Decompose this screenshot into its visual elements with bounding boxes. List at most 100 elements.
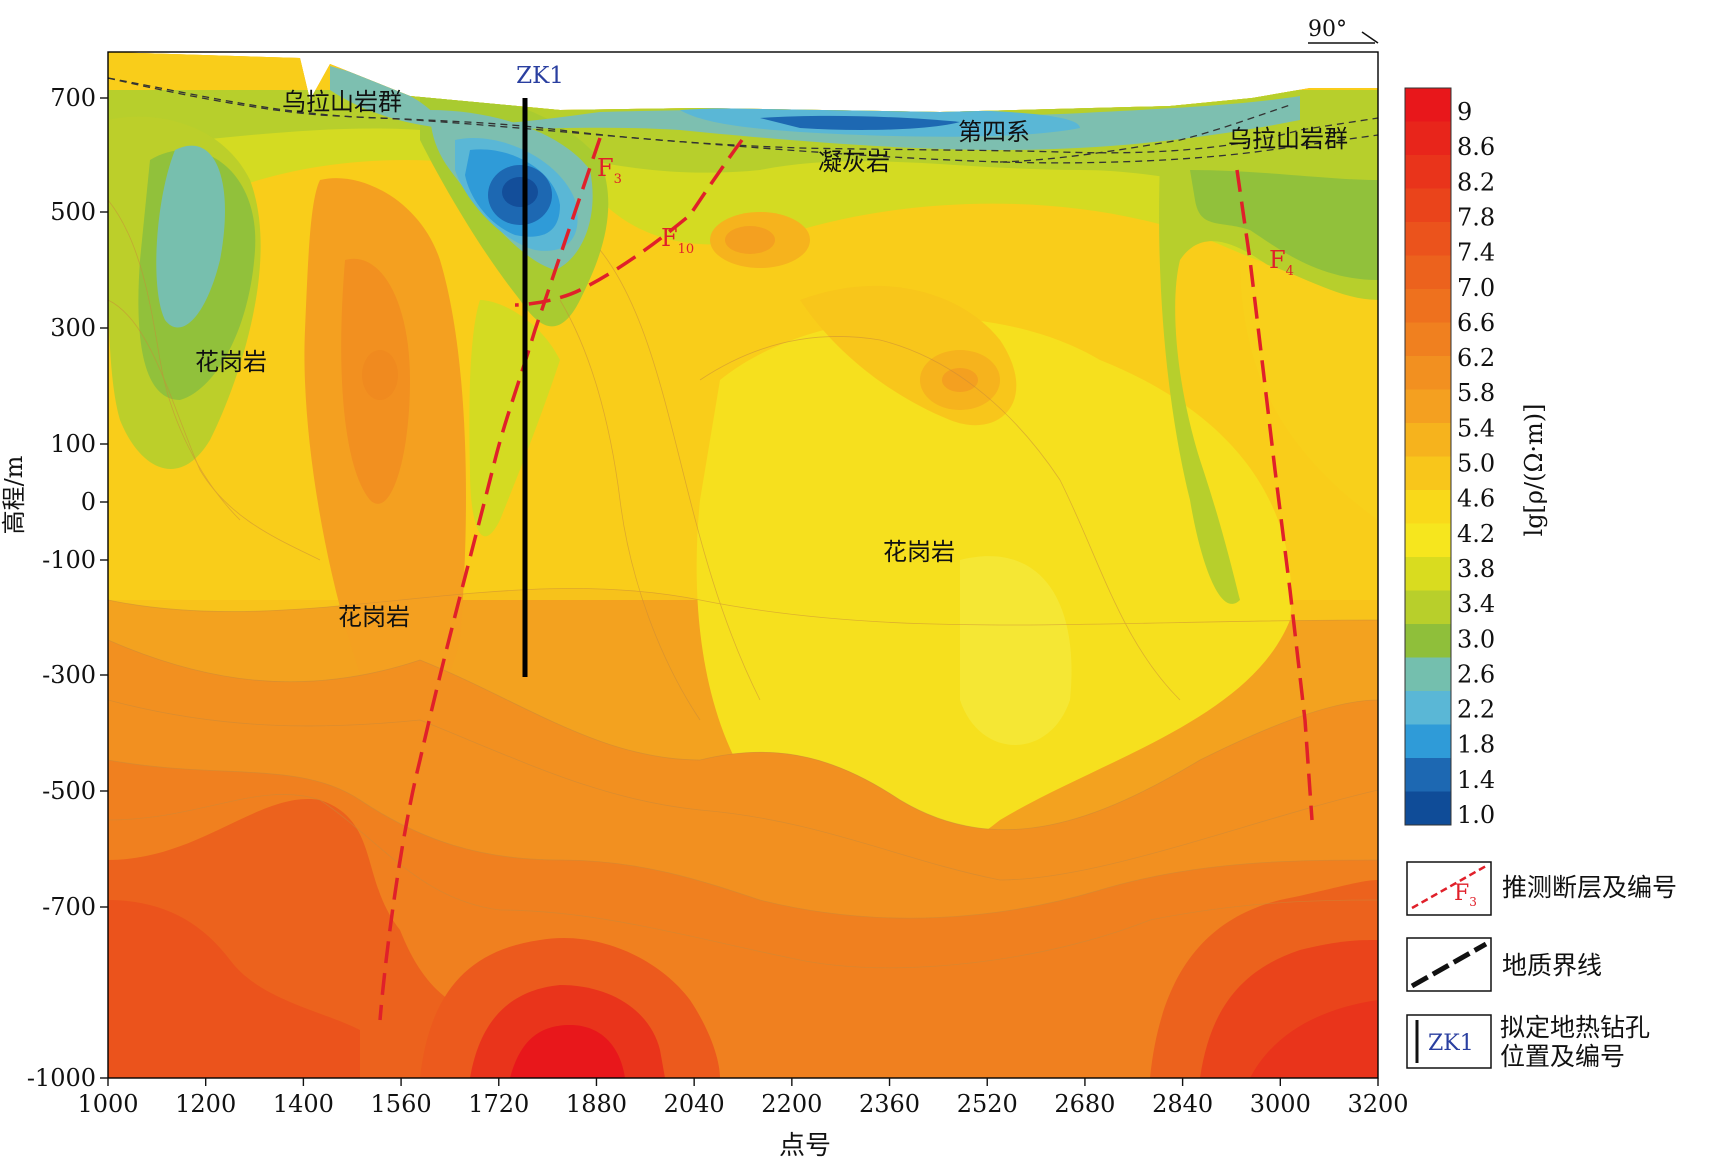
legend-fault-label: 推测断层及编号 [1502,873,1677,902]
formation-tuff: 凝灰岩 [818,148,890,176]
formation-granite-3: 花岗岩 [338,603,410,631]
colorbar-tick-label: 5.4 [1457,414,1495,442]
colorbar-tick-label: 4.6 [1457,485,1495,513]
colorbar-swatch [1405,557,1451,591]
direction-label: 90° [1308,17,1347,42]
colorbar-tick-label: 7.4 [1457,239,1495,267]
colorbar-swatch [1405,222,1451,256]
colorbar-tick-label: 1.8 [1457,731,1495,759]
x-tick-label: 3000 [1250,1090,1311,1118]
y-tick-label: -100 [42,546,96,574]
colorbar-tick-label: 8.6 [1457,133,1495,161]
colorbar-swatch [1405,255,1451,290]
y-tick-label: 700 [50,84,96,112]
x-tick-label: 2360 [859,1090,920,1118]
y-axis: 700 500 300 100 0 -100 -300 -500 -700 -1000 [27,84,108,1092]
y-tick-label: 100 [50,430,96,458]
fault-f4-line [1235,169,1314,821]
colorbar: 9 8.6 8.2 7.8 7.4 7.0 6.6 6.2 5.8 5.4 5.0 4.6 4.2 3.8… [1404,87,1495,829]
colorbar-tick-label: 3.4 [1457,590,1495,618]
colorbar-swatch [1405,188,1451,223]
colorbar-swatch [1405,356,1451,390]
colorbar-swatch [1405,322,1451,357]
colorbar-tick-label: 5.8 [1457,379,1495,407]
colorbar-swatch [1405,724,1451,759]
legend-borehole-swatch [1406,1014,1492,1069]
colorbar-tick-label: 1.0 [1457,801,1495,829]
colorbar-tick-label: 7.8 [1457,203,1495,231]
colorbar-tick-label: 6.6 [1457,309,1495,337]
y-tick-label: -300 [42,661,96,689]
y-tick-label: -700 [42,893,96,921]
colorbar-tick-label: 4.2 [1457,520,1495,548]
formation-granite-2: 花岗岩 [883,538,955,566]
y-tick-label: -1000 [27,1064,96,1092]
fault-f3-line [378,137,602,1021]
legend-borehole-label-2: 位置及编号 [1500,1042,1625,1071]
colorbar-label: lg[ρ/(Ω·m)] [1520,404,1548,537]
colorbar-tick-label: 3.0 [1457,625,1495,653]
legend-fault-swatch [1406,861,1492,916]
colorbar-swatch [1405,289,1451,323]
colorbar-swatch [1405,523,1451,558]
x-tick-label: 1000 [77,1090,138,1118]
colorbar-tick-label: 9 [1457,98,1472,126]
y-tick-label: 300 [50,314,96,342]
resistivity-field [108,52,1378,1078]
colorbar-tick-label: 2.6 [1457,660,1495,688]
plot-frame [107,51,1379,1079]
colorbar-swatch [1405,590,1451,625]
colorbar-swatch [1405,624,1451,658]
legend-borehole-symbol: ZK1 [1428,1031,1474,1056]
borehole-zk1-label: ZK1 [516,63,564,89]
colorbar-swatch [1405,791,1451,826]
colorbar-swatch [1405,657,1451,692]
legend-item-borehole: ZK1 拟定地热钻孔 位置及编号 [1406,1013,1650,1071]
colorbar-swatch [1405,423,1451,457]
formation-granite-1: 花岗岩 [195,348,267,376]
x-tick-label: 1200 [175,1090,236,1118]
y-tick-label: 0 [81,488,96,516]
colorbar-tick-label: 3.8 [1457,555,1495,583]
formation-wulashan-right: 乌拉山岩群 [1228,125,1348,153]
colorbar-swatch [1405,490,1451,524]
colorbar-tick-label: 2.2 [1457,696,1495,724]
colorbar-swatch [1405,121,1451,156]
colorbar-swatch [1405,456,1451,491]
colorbar-tick-label: 7.0 [1457,274,1495,302]
geological-boundaries [107,77,1379,164]
x-tick-label: 2520 [957,1090,1018,1118]
x-axis: 1000 1200 1400 1560 1720 1880 2040 2200 2360 2520… [77,1078,1409,1118]
colorbar-swatch [1405,389,1451,424]
legend-borehole-label-1: 拟定地热钻孔 [1500,1013,1650,1042]
colorbar-tick-label: 6.2 [1457,344,1495,372]
inferred-faults [378,137,1314,1021]
x-tick-label: 3200 [1347,1090,1408,1118]
x-tick-label: 1720 [468,1090,529,1118]
formation-labels: 乌拉山岩群 第四系 凝灰岩 乌拉山岩群 花岗岩 花岗岩 花岗岩 [195,88,1348,631]
colorbar-tick-label: 1.4 [1457,766,1495,794]
x-tick-label: 2840 [1152,1090,1213,1118]
legend-item-boundary: 地质界线 [1406,937,1602,992]
formation-wulashan-left: 乌拉山岩群 [282,88,402,116]
x-tick-label: 2200 [761,1090,822,1118]
y-axis-label: 高程/m [0,455,28,534]
x-tick-label: 2040 [664,1090,725,1118]
direction-marker: 90° [1308,17,1379,44]
colorbar-swatch [1405,155,1451,189]
colorbar-swatch [1405,758,1451,792]
x-axis-label: 点号 [779,1131,831,1161]
colorbar-tick-label: 5.0 [1457,450,1495,478]
legend-item-fault: F3 推测断层及编号 [1406,861,1677,916]
x-tick-label: 1880 [566,1090,627,1118]
y-tick-label: -500 [42,777,96,805]
colorbar-frame [1404,87,1452,826]
legend-boundary-label: 地质界线 [1502,951,1602,980]
y-tick-label: 500 [50,198,96,226]
x-tick-label: 2680 [1054,1090,1115,1118]
colorbar-swatch [1405,691,1451,725]
colorbar-tick-label: 8.2 [1457,168,1495,196]
formation-quaternary: 第四系 [958,118,1030,146]
x-tick-label: 1560 [371,1090,432,1118]
